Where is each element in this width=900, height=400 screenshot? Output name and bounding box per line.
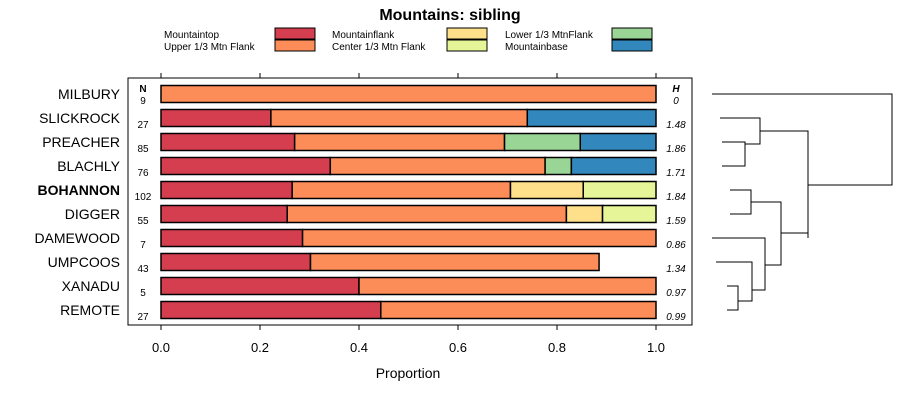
h-values: 0 1.48 1.86 1.71 1.84 1.59 0.86 1.34 0.97 0.99	[666, 96, 686, 323]
bars	[160, 84, 657, 320]
n-value-remote: 27	[137, 312, 149, 323]
legend-label-mountainflank: Mountainflank	[332, 30, 395, 41]
bar-segment-xanadu-mountaintop	[160, 276, 360, 296]
x-axis: 0.0 0.2 0.4 0.6 0.8 1.0	[152, 73, 665, 355]
bar-segment-preacher-mountaintop	[160, 132, 296, 152]
bar-segment-bohannon-mountainflank	[509, 180, 584, 200]
x-axis-label: Proportion	[376, 365, 441, 381]
bar-segment-preacher-upper-1-3-mtn-flank	[293, 132, 506, 152]
x-tick-label-2: 0.4	[350, 340, 368, 355]
n-values: 9 27 85 76 102 55 7 43 5 27	[135, 96, 152, 323]
bar-segment-umpcoos-mountaintop	[160, 252, 312, 272]
x-tick-label-3: 0.6	[449, 340, 467, 355]
x-tick-label-1: 0.2	[251, 340, 269, 355]
n-value-umpcoos: 43	[137, 264, 149, 275]
bar-segment-digger-mountaintop	[160, 204, 288, 224]
legend-swatch-lower-flank	[611, 27, 653, 40]
legend-swatch-center-flank	[446, 39, 488, 52]
bar-segment-umpcoos-upper-1-3-mtn-flank	[309, 252, 600, 272]
n-value-bohannon: 102	[135, 192, 152, 203]
site-label-xanadu: XANADU	[62, 278, 120, 294]
legend-label-mountaintop: Mountaintop	[164, 30, 219, 41]
bar-segment-milbury-upper-1-3-mtn-flank	[160, 84, 657, 104]
dendrogram-milbury-branch	[712, 93, 893, 186]
dendrogram-bohannon-digger	[730, 189, 752, 215]
n-value-damewood: 7	[140, 240, 146, 251]
dendrogram-preacher-blachly	[722, 141, 746, 167]
dendrogram-xanadu-remote	[727, 285, 739, 311]
x-tick-label-0: 0.0	[152, 340, 170, 355]
n-value-digger: 55	[137, 216, 149, 227]
site-label-blachly: BLACHLY	[57, 158, 120, 174]
bar-segment-damewood-upper-1-3-mtn-flank	[301, 228, 657, 248]
h-value-blachly: 1.71	[666, 168, 685, 179]
x-tick-label-5: 1.0	[647, 340, 665, 355]
bar-segment-slickrock-mountainbase	[526, 108, 657, 128]
site-label-preacher: PREACHER	[42, 134, 120, 150]
bar-segment-bohannon-mountaintop	[160, 180, 293, 200]
legend-swatch-mountaintop	[274, 27, 316, 40]
plot-frame	[127, 77, 693, 326]
n-value-blachly: 76	[137, 168, 149, 179]
bar-segment-remote-upper-1-3-mtn-flank	[380, 300, 657, 320]
site-label-damewood: DAMEWOOD	[34, 230, 120, 246]
bar-segment-blachly-mountaintop	[160, 156, 332, 176]
n-value-slickrock: 27	[137, 120, 149, 131]
site-label-umpcoos: UMPCOOS	[48, 254, 120, 270]
bar-segment-remote-mountaintop	[160, 300, 382, 320]
dendrogram-damewood-branch	[712, 237, 766, 291]
legend-swatch-upper-flank	[274, 39, 316, 52]
h-value-umpcoos: 1.34	[666, 264, 686, 275]
h-value-milbury: 0	[673, 96, 679, 107]
dendrogram-umpcoos-branch	[716, 261, 753, 302]
h-header: H	[672, 84, 680, 95]
h-value-digger: 1.59	[666, 216, 686, 227]
bar-segment-damewood-mountaintop	[160, 228, 304, 248]
chart-title: Mountains: sibling	[379, 7, 520, 24]
bar-segment-digger-center-1-3-mtn-flank	[601, 204, 657, 224]
h-value-slickrock: 1.48	[666, 120, 686, 131]
bar-segment-blachly-lower-1-3-mtnflank	[544, 156, 573, 176]
legend-label-center-flank: Center 1/3 Mtn Flank	[332, 42, 426, 53]
bar-segment-digger-upper-1-3-mtn-flank	[286, 204, 568, 224]
legend-swatch-mountainbase	[611, 39, 653, 52]
n-header: N	[139, 84, 146, 95]
dendrogram	[712, 93, 893, 311]
legend-label-mountainbase: Mountainbase	[505, 42, 568, 53]
bar-segment-slickrock-upper-1-3-mtn-flank	[270, 108, 529, 128]
bar-segment-blachly-upper-1-3-mtn-flank	[329, 156, 546, 176]
bar-segment-preacher-mountainbase	[579, 132, 657, 152]
h-value-remote: 0.99	[666, 312, 686, 323]
site-label-remote: REMOTE	[60, 302, 120, 318]
dendrogram-bohannon-group	[751, 201, 782, 266]
bar-segment-slickrock-mountaintop	[160, 108, 272, 128]
n-value-preacher: 85	[137, 144, 149, 155]
bar-segment-bohannon-center-1-3-mtn-flank	[582, 180, 657, 200]
dendrogram-upper-join	[760, 130, 809, 238]
h-value-bohannon: 1.84	[666, 192, 686, 203]
x-tick-label-4: 0.8	[548, 340, 566, 355]
h-value-preacher: 1.86	[666, 144, 686, 155]
site-label-milbury: MILBURY	[58, 86, 121, 102]
site-labels: MILBURY SLICKROCK PREACHER BLACHLY BOHANNON D…	[34, 86, 120, 318]
bar-segment-preacher-lower-1-3-mtnflank	[503, 132, 582, 152]
site-label-slickrock: SLICKROCK	[39, 110, 121, 126]
h-value-damewood: 0.86	[666, 240, 686, 251]
legend-label-lower-flank: Lower 1/3 MtnFlank	[505, 30, 594, 41]
n-value-milbury: 9	[140, 96, 146, 107]
site-label-bohannon: BOHANNON	[38, 182, 120, 198]
site-label-digger: DIGGER	[65, 206, 120, 222]
bar-segment-digger-mountainflank	[565, 204, 604, 224]
dendrogram-slickrock-branch	[720, 117, 761, 145]
legend-swatch-mountainflank	[446, 27, 488, 40]
bar-segment-xanadu-upper-1-3-mtn-flank	[358, 276, 657, 296]
h-value-xanadu: 0.97	[666, 288, 686, 299]
bar-segment-blachly-mountainbase	[570, 156, 657, 176]
legend: Mountaintop Upper 1/3 Mtn Flank Mountain…	[164, 27, 653, 53]
legend-label-upper-flank: Upper 1/3 Mtn Flank	[164, 42, 256, 53]
n-value-xanadu: 5	[140, 288, 146, 299]
bar-segment-bohannon-upper-1-3-mtn-flank	[291, 180, 512, 200]
